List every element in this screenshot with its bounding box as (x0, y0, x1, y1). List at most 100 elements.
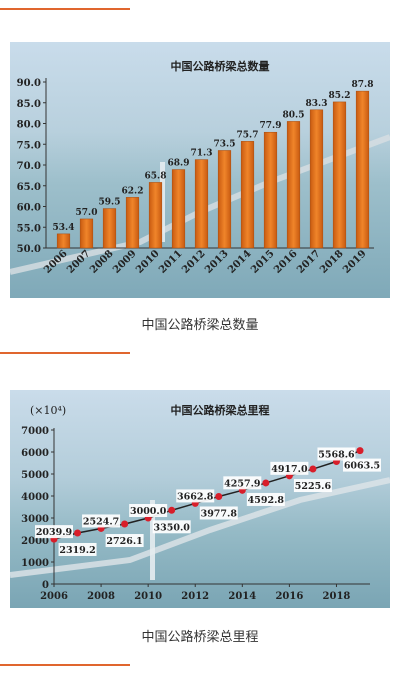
x-tick-labels: 2006 2008 2010 2012 2014 2016 2018 (40, 584, 350, 602)
x-tick-label: 2016 (275, 591, 303, 602)
bar-value-label: 71.3 (191, 149, 213, 159)
bar-2009 (125, 197, 140, 249)
data-value-label: 4917.0 (270, 461, 309, 475)
data-value-label: 4592.8 (246, 492, 285, 506)
data-label-text: 2039.9 (36, 527, 73, 538)
data-value-label: 3000.0 (129, 504, 168, 517)
bar-value-label: 80.5 (283, 110, 305, 120)
data-label-text: 5225.6 (295, 481, 332, 492)
data-label-box (35, 525, 73, 539)
y-tick-label: 6000 (21, 448, 49, 459)
bar-value-label: 53.4 (53, 223, 75, 233)
bar-2017 (309, 109, 324, 249)
y-tick-label: 70.0 (17, 161, 41, 172)
data-label-text: 3350.0 (154, 522, 191, 533)
y-tick-label: 85.0 (17, 99, 41, 110)
y-tick-label: 60.0 (17, 203, 41, 214)
bar-2007 (79, 218, 94, 249)
data-label-text: 4917.0 (271, 464, 308, 475)
data-value-label: 2319.2 (58, 542, 97, 556)
bar-value-label: 87.8 (352, 80, 374, 90)
bridge-length-chart-svg: (×10⁴) 中国公路桥梁总里程 0 1000 2000 3000 4000 5000 60… (10, 390, 390, 608)
data-label-box (293, 479, 332, 493)
bar-2014 (240, 141, 255, 249)
data-value-label: 2039.9 (35, 525, 73, 539)
bar-value-label: 83.3 (306, 99, 328, 109)
data-label-box (105, 534, 144, 548)
data-label-box (223, 476, 262, 490)
x-tick-label: 2014 (228, 591, 256, 602)
top-accent-line (0, 8, 130, 10)
bridge-length-chart: (×10⁴) 中国公路桥梁总里程 0 1000 2000 3000 4000 5000 60… (10, 390, 390, 608)
bar-value-label: 85.2 (329, 91, 351, 101)
data-point-2015 (262, 479, 270, 487)
data-value-labels: 2039.9 2319.2 2524.7 2726.1 3000.0 3350.0 3662… (35, 447, 381, 556)
y-tick-label: 80.0 (17, 120, 41, 131)
chart-title: 中国公路桥梁总数量 (171, 59, 270, 73)
data-label-box (152, 520, 191, 534)
bridge-count-chart-svg: 中国公路桥梁总数量 50.0 55.0 60.0 65.0 70.0 75.0 80.0 85… (10, 42, 390, 298)
data-point-2009 (121, 520, 129, 528)
y-tick-label: 1000 (21, 558, 49, 569)
y-tick-labels: 0 1000 2000 3000 4000 5000 6000 7000 (21, 426, 54, 591)
bridge-length-caption: 中国公路桥梁总里程 (141, 630, 259, 645)
y-tick-label: 55.0 (17, 223, 41, 234)
x-tick-label: 2008 (87, 591, 115, 602)
data-value-label: 2524.7 (82, 514, 121, 528)
bar-2006 (56, 233, 71, 249)
axes (53, 428, 370, 585)
data-value-label: 6063.5 (343, 458, 381, 472)
y-tick-label: 65.0 (17, 182, 41, 193)
data-label-box (270, 461, 309, 475)
bar-value-label: 62.2 (122, 186, 144, 196)
bar-value-labels: 53.457.059.562.265.868.971.373.575.777.9… (53, 80, 374, 233)
y-tick-label: 90.0 (17, 78, 41, 89)
bar-value-label: 68.9 (168, 159, 190, 169)
bridge-tower-decoration (150, 500, 155, 580)
data-label-text: 2319.2 (59, 545, 95, 556)
data-label-box (246, 492, 285, 506)
bar-2015 (263, 131, 278, 249)
data-label-text: 5568.6 (318, 449, 355, 460)
bar-2008 (102, 208, 117, 249)
data-label-text: 2524.7 (83, 516, 119, 527)
data-label-box (199, 506, 238, 520)
data-label-box (176, 489, 215, 503)
data-label-text: 3977.8 (201, 508, 238, 519)
data-point-2011 (168, 506, 176, 514)
data-label-box (317, 447, 356, 461)
data-label-box (343, 458, 381, 472)
bridge-decoration (10, 477, 390, 578)
bridge-count-chart: 中国公路桥梁总数量 50.0 55.0 60.0 65.0 70.0 75.0 80.0 85… (10, 42, 390, 298)
bar-2012 (194, 159, 209, 249)
bar-2010 (148, 182, 163, 249)
bar-2013 (217, 150, 232, 249)
data-value-label: 4257.9 (223, 476, 262, 490)
y-tick-label: 3000 (21, 514, 49, 525)
x-tick-label: 2006 (40, 591, 68, 602)
bridge-count-caption: 中国公路桥梁总数量 (141, 318, 259, 333)
data-value-label: 5568.6 (317, 447, 356, 461)
bars (56, 90, 370, 249)
data-value-label: 2726.1 (105, 534, 144, 548)
bar-2016 (286, 121, 301, 249)
data-label-box (82, 514, 121, 528)
data-point-2013 (215, 492, 223, 500)
data-label-text: 2726.1 (106, 536, 142, 547)
y-tick-label: 4000 (21, 492, 49, 503)
bar-value-label: 73.5 (214, 139, 236, 149)
data-label-text: 3000.0 (130, 506, 167, 517)
y-tick-label: 50.0 (17, 244, 41, 255)
unit-label: (×10⁴) (30, 404, 66, 417)
y-tick-label: 5000 (21, 470, 49, 481)
y-tick-label: 0 (42, 580, 49, 591)
middle-accent-line (0, 352, 130, 354)
bar-value-label: 65.8 (145, 171, 167, 181)
y-tick-labels: 50.0 55.0 60.0 65.0 70.0 75.0 80.0 85.0 90.0 (17, 78, 46, 255)
data-point-2017 (309, 465, 317, 473)
x-tick-label: 2010 (134, 591, 162, 602)
bar-2011 (171, 169, 186, 249)
y-tick-label: 2000 (21, 536, 49, 547)
bottom-accent-line (0, 664, 130, 666)
y-tick-label: 7000 (21, 426, 49, 437)
